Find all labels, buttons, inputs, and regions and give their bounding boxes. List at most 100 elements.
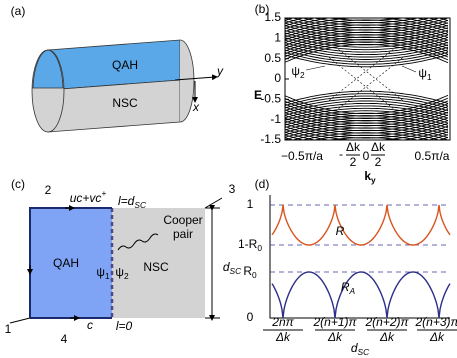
band (291, 18, 441, 29)
band (285, 107, 449, 121)
current-label-main: uc+vc (70, 191, 102, 205)
band (285, 100, 449, 114)
band (285, 46, 449, 60)
state-label: ψ2 (115, 265, 129, 281)
band (285, 120, 449, 134)
band (285, 125, 449, 140)
axis-label: x (192, 100, 200, 114)
band (285, 29, 449, 43)
x-tick-label-sign: - (339, 147, 343, 161)
state-label-main: ψ (115, 265, 124, 279)
state-label-main: ψ (418, 66, 427, 80)
y-tick-label: 0.5 (264, 51, 281, 65)
pair-label: Cooper (163, 213, 202, 227)
cylinder (31, 39, 218, 133)
y-tick-label: 1-R0 (238, 237, 262, 253)
band (285, 127, 449, 140)
y-tick-label: -0.5 (260, 92, 281, 106)
curve-label-main: R (336, 224, 345, 238)
band (350, 18, 382, 19)
band (312, 18, 420, 24)
curve-label-main: R (341, 280, 350, 294)
state-label-sub: 2 (300, 70, 305, 80)
y-tick-label: 1 (247, 197, 254, 211)
band (285, 110, 449, 124)
band (285, 39, 449, 53)
position-label-main: l=d (118, 194, 135, 208)
axis-label-sub: y (371, 175, 376, 185)
x-tick-label-den: Δk (275, 330, 291, 344)
band (285, 93, 449, 107)
current-label: uc+vc+ (70, 188, 107, 205)
band (285, 131, 449, 140)
band (284, 0, 448, 7)
band (285, 34, 449, 48)
x-tick-label: 0 (363, 149, 370, 163)
junction (9, 197, 223, 324)
pointer (401, 65, 417, 73)
y-tick-label: 0 (247, 310, 254, 324)
panel-label: (a) (11, 4, 26, 18)
y-tick-label-main: 1-R (238, 237, 258, 251)
curve-label-sub: A (349, 286, 356, 296)
y-tick-label-main: 1 (247, 197, 254, 211)
axis-label: y (216, 64, 224, 78)
band (326, 18, 406, 21)
axis-label-sub: SC (358, 347, 371, 357)
dimension-label: dSC (223, 260, 242, 276)
state-label: ψ1 (96, 265, 110, 281)
y-tick-label: 1.5 (264, 10, 281, 24)
band (300, 18, 432, 26)
region-label: QAH (53, 256, 79, 270)
curve-ra (271, 271, 451, 319)
band (285, 122, 449, 136)
x-tick-label-den: 2 (375, 155, 382, 169)
band (285, 18, 449, 30)
band (285, 19, 449, 34)
panel-label: (d) (255, 177, 270, 191)
band (285, 27, 449, 41)
band (285, 105, 449, 119)
band (285, 95, 449, 109)
axis-label: dSC (351, 341, 370, 357)
x-tick-label-num: 2(n+1)π (312, 315, 357, 329)
x-tick-label-num: 2nπ (271, 315, 294, 329)
band (285, 18, 449, 33)
band (284, 3, 448, 15)
panel-label: (b) (255, 2, 270, 16)
band (285, 90, 449, 104)
band (284, 0, 448, 9)
band (285, 44, 449, 58)
axis-label: E (254, 88, 262, 102)
axis-label-main: k (364, 169, 371, 183)
region-label: NSC (112, 96, 138, 110)
state-label-sub: 1 (427, 72, 432, 82)
current-label: c (87, 318, 93, 332)
band (285, 18, 449, 31)
x-tick-label-num: Δk (346, 140, 361, 154)
band (285, 117, 449, 131)
pair-label: pair (173, 227, 193, 241)
band-structure (284, 0, 449, 140)
state-label-sub: 1 (105, 271, 110, 281)
band (285, 98, 449, 112)
x-tick-label: −0.5π/a (281, 149, 323, 163)
state-label-main: ψ (291, 64, 300, 78)
axis-label-main: d (351, 341, 358, 355)
x-tick-label-den: Δk (327, 330, 343, 344)
band (285, 41, 449, 56)
band (285, 32, 449, 46)
dimension-label-main: d (223, 260, 230, 274)
corner-label: 4 (61, 332, 68, 346)
axes (269, 195, 450, 319)
region-label: NSC (143, 260, 169, 274)
band (285, 49, 449, 63)
x-tick-label: 0.5π/a (415, 149, 450, 163)
axis-label: ky (364, 169, 376, 185)
state-label: ψ1 (418, 66, 432, 82)
x-tick-label-den: Δk (379, 330, 395, 344)
curve-label: RA (341, 280, 356, 296)
corner-label: 3 (229, 182, 236, 196)
state-label-sub: 2 (124, 271, 129, 281)
